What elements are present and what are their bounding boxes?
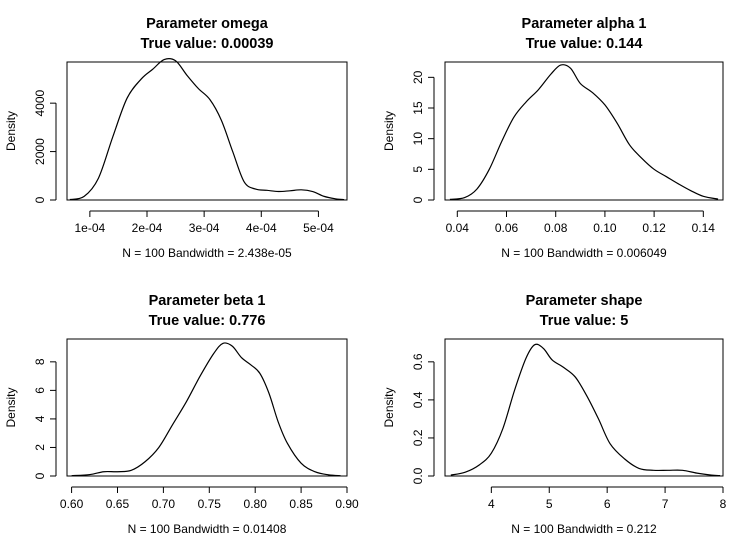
y-axis-label: Density bbox=[382, 387, 396, 427]
density-panel-2: Parameter alpha 1 True value: 0.144 0.04 0.… bbox=[382, 16, 724, 260]
x-tick-label: 4e-04 bbox=[246, 221, 277, 235]
density-curve bbox=[449, 64, 719, 200]
x-tick-label: 0.06 bbox=[495, 221, 519, 235]
x-tick-label: 8 bbox=[720, 497, 727, 511]
x-tick-label: 0.14 bbox=[692, 221, 716, 235]
x-tick-label: 4 bbox=[488, 497, 495, 511]
chart-subtitle: True value: 0.776 bbox=[149, 313, 266, 329]
y-tick-label: 20 bbox=[411, 70, 425, 84]
y-axis-label: Density bbox=[4, 387, 18, 427]
x-tick-label: 0.12 bbox=[642, 221, 666, 235]
x-axis-label: N = 100 Bandwidth = 0.212 bbox=[511, 522, 657, 536]
plot-frame bbox=[66, 338, 348, 477]
density-panel-1: Parameter omega True value: 0.00039 1e-04 2… bbox=[4, 16, 348, 260]
plot-frame bbox=[444, 61, 724, 201]
density-curve bbox=[69, 58, 345, 201]
y-tick-label: 0 bbox=[33, 196, 47, 203]
y-tick-label: 0.4 bbox=[411, 391, 425, 408]
y-tick-label: 0.6 bbox=[411, 353, 425, 370]
x-tick-label: 0.80 bbox=[244, 497, 268, 511]
density-curve bbox=[71, 342, 341, 477]
x-tick-label: 2e-04 bbox=[132, 221, 163, 235]
x-tick-label: 6 bbox=[604, 497, 611, 511]
x-tick-label: 5 bbox=[546, 497, 553, 511]
x-tick-label: 1e-04 bbox=[75, 221, 106, 235]
y-tick-label: 0 bbox=[411, 196, 425, 203]
y-tick-label: 2000 bbox=[33, 138, 47, 165]
y-axis-label: Density bbox=[382, 111, 396, 151]
x-tick-label: 0.60 bbox=[60, 497, 84, 511]
x-tick-label: 3e-04 bbox=[189, 221, 220, 235]
y-tick-label: 8 bbox=[33, 358, 47, 365]
x-axis-label: N = 100 Bandwidth = 0.01408 bbox=[128, 522, 287, 536]
y-tick-label: 15 bbox=[411, 101, 425, 115]
x-tick-label: 0.65 bbox=[106, 497, 130, 511]
x-tick-label: 0.08 bbox=[544, 221, 568, 235]
chart-title: Parameter alpha 1 bbox=[522, 16, 647, 32]
y-tick-label: 4000 bbox=[33, 89, 47, 116]
x-tick-label: 5e-04 bbox=[303, 221, 334, 235]
y-tick-label: 0.2 bbox=[411, 429, 425, 446]
y-axis-label: Density bbox=[4, 111, 18, 151]
plot-frame bbox=[444, 338, 724, 477]
chart-title: Parameter omega bbox=[146, 16, 269, 32]
density-curve bbox=[450, 343, 721, 477]
y-tick-label: 6 bbox=[33, 387, 47, 394]
chart-subtitle: True value: 0.00039 bbox=[141, 36, 274, 52]
y-tick-label: 4 bbox=[33, 415, 47, 422]
chart-title: Parameter beta 1 bbox=[149, 293, 266, 309]
chart-subtitle: True value: 5 bbox=[540, 313, 629, 329]
y-tick-label: 0.0 bbox=[411, 467, 425, 484]
x-tick-label: 0.10 bbox=[593, 221, 617, 235]
x-axis-label: N = 100 Bandwidth = 2.438e-05 bbox=[122, 246, 292, 260]
chart-subtitle: True value: 0.144 bbox=[526, 36, 643, 52]
density-panel-3: Parameter beta 1 True value: 0.776 0.60 0.6… bbox=[4, 293, 359, 536]
x-tick-label: 0.90 bbox=[335, 497, 359, 511]
y-tick-label: 0 bbox=[33, 472, 47, 479]
x-tick-label: 0.04 bbox=[446, 221, 470, 235]
x-tick-label: 7 bbox=[662, 497, 669, 511]
plot-frame bbox=[66, 61, 348, 201]
x-tick-label: 0.75 bbox=[198, 497, 222, 511]
chart-title: Parameter shape bbox=[526, 293, 643, 309]
x-tick-label: 0.70 bbox=[152, 497, 176, 511]
density-panel-4: Parameter shape True value: 5 4 5 6 7 8 N = 100… bbox=[382, 293, 727, 536]
y-tick-label: 5 bbox=[411, 166, 425, 173]
y-tick-label: 10 bbox=[411, 132, 425, 146]
y-tick-label: 2 bbox=[33, 444, 47, 451]
x-axis-label: N = 100 Bandwidth = 0.006049 bbox=[501, 246, 667, 260]
x-tick-label: 0.85 bbox=[289, 497, 313, 511]
